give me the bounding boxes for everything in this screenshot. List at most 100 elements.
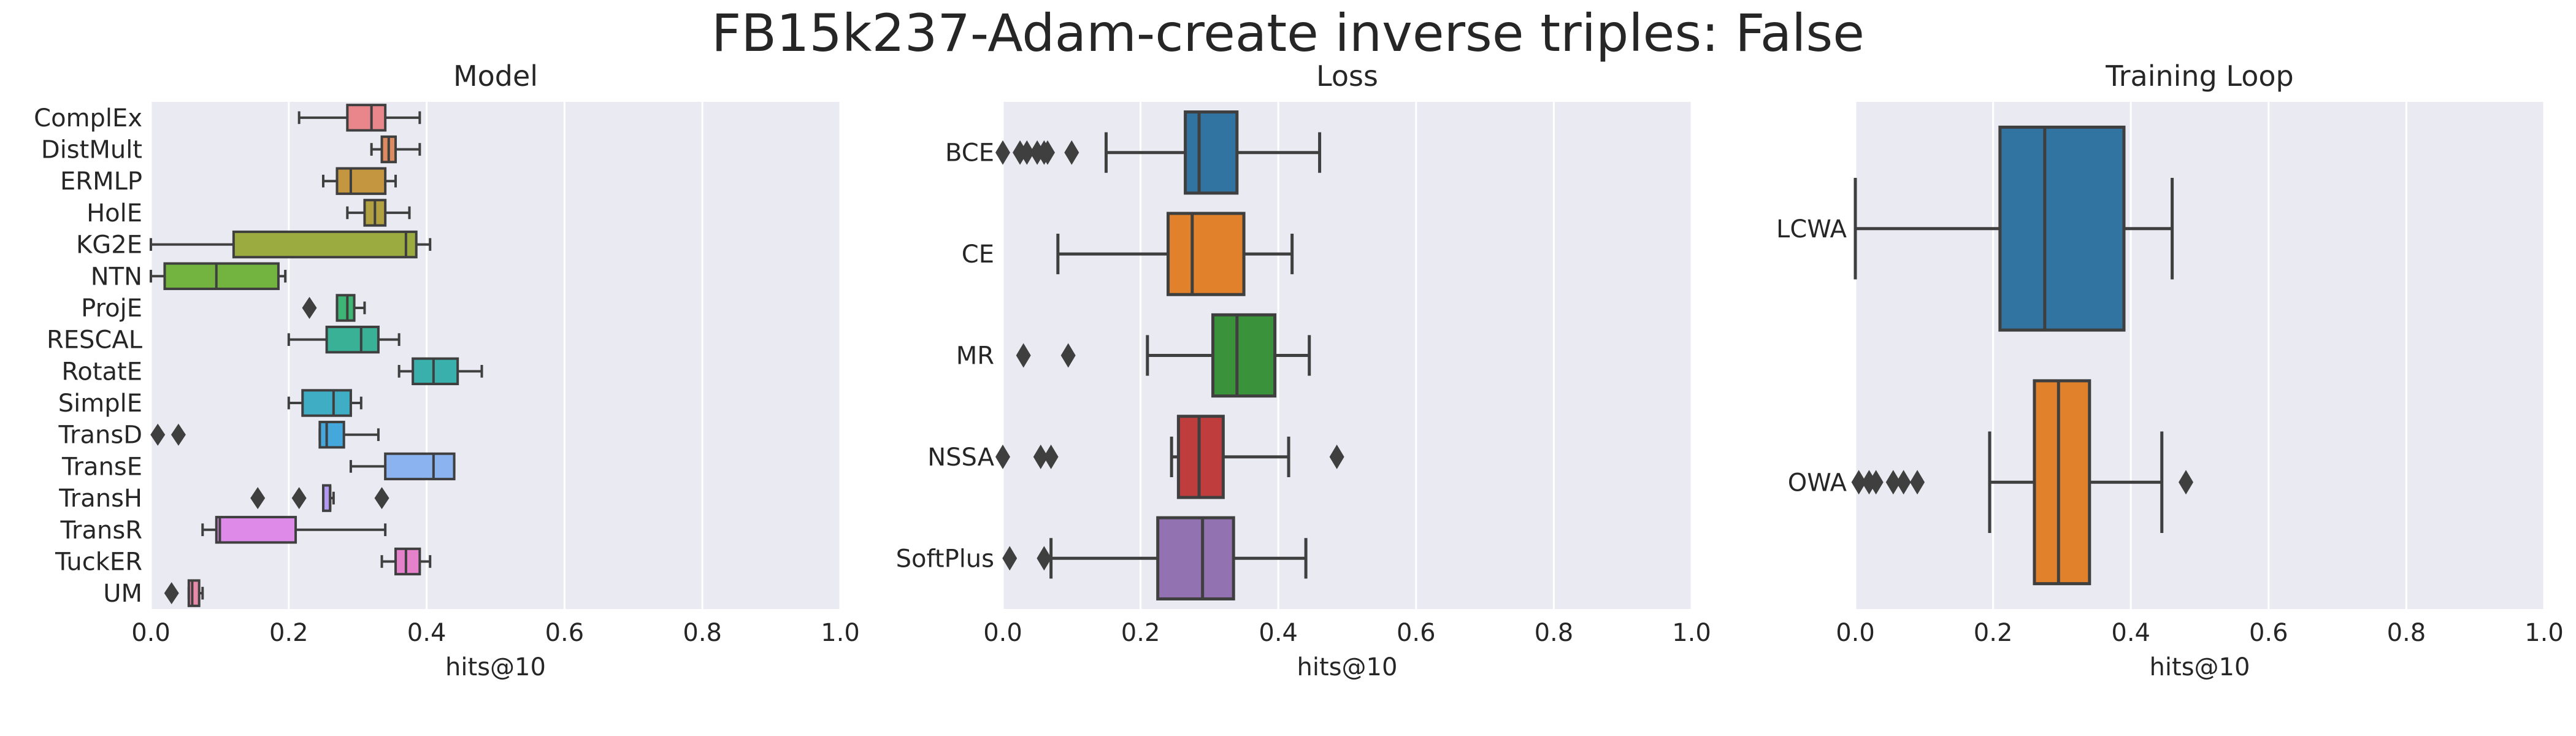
y-tick-label: OWA — [1788, 469, 1847, 497]
outlier-point — [1868, 470, 1884, 495]
outlier-point — [1037, 546, 1052, 571]
iqr-box — [394, 547, 421, 576]
y-tick-label: ERMLP — [60, 167, 142, 196]
panel-model: 0.0 0.2 0.4 0.6 0.8 1.0 Model hits@10 ComplEx Dis… — [34, 59, 860, 681]
outlier-point — [1019, 140, 1035, 165]
iqr-box — [2033, 379, 2091, 586]
y-tick-label: SimplE — [58, 389, 142, 418]
panel-loss: 0.0 0.2 0.4 0.6 0.8 1.0 Loss hits@10 BCE CE MR NSSA… — [896, 59, 1711, 681]
x-tick-label: 0.6 — [2249, 619, 2288, 647]
box-nssa: NSSA — [927, 415, 1344, 499]
outlier-point — [374, 487, 389, 510]
y-tick-label: UM — [103, 580, 142, 608]
iqr-box — [335, 294, 356, 322]
plot-background — [1855, 102, 2544, 609]
x-tick-label: 1.0 — [1672, 619, 1711, 647]
y-tick-label: KG2E — [76, 231, 142, 259]
outlier-point — [1896, 470, 1911, 495]
x-tick-label: 0.8 — [683, 619, 722, 647]
outlier-point — [1043, 444, 1059, 469]
y-tick-label: TuckER — [55, 548, 142, 576]
outlier-point — [250, 487, 266, 510]
x-tick-label: 0.0 — [131, 619, 171, 647]
y-tick-label: BCE — [945, 139, 994, 167]
panel-title: Model — [453, 59, 538, 93]
x-tick-label: 0.6 — [1397, 619, 1436, 647]
x-tick-label: 0.2 — [269, 619, 309, 647]
box-transr: TransR — [60, 516, 387, 545]
y-tick-label: RESCAL — [47, 326, 143, 355]
y-tick-label: NTN — [91, 263, 142, 291]
outlier-point — [164, 582, 179, 605]
x-tick-label: 0.4 — [407, 619, 447, 647]
box-lcwa: LCWA — [1776, 125, 2174, 332]
iqr-box — [1167, 212, 1246, 296]
y-tick-label: TransR — [60, 516, 143, 545]
x-tick-label: 0.8 — [1535, 619, 1574, 647]
iqr-box — [1998, 125, 2126, 332]
x-tick-label: 0.2 — [1121, 619, 1160, 647]
iqr-box — [325, 325, 380, 354]
iqr-box — [187, 579, 201, 607]
iqr-box — [412, 357, 459, 386]
x-tick-label: 0.0 — [983, 619, 1022, 647]
outlier-point — [291, 487, 307, 510]
outlier-point — [1851, 470, 1866, 495]
x-tick-label: 0.4 — [1259, 619, 1298, 647]
panel-training-loop: 0.0 0.2 0.4 0.6 0.8 1.0 Training Loop hits@10 LC… — [1776, 59, 2564, 681]
box-softplus: SoftPlus — [896, 516, 1308, 600]
iqr-box — [1211, 313, 1277, 398]
y-tick-label: LCWA — [1776, 215, 1847, 243]
x-axis-label: hits@10 — [445, 653, 546, 681]
outlier-point — [1060, 343, 1076, 368]
y-tick-label: TransE — [61, 453, 142, 481]
box-distmult: DistMult — [41, 135, 421, 164]
x-tick-label: 0.6 — [545, 619, 585, 647]
outlier-point — [995, 444, 1010, 469]
y-tick-label: TransH — [58, 485, 142, 513]
box-um: UM — [103, 579, 204, 608]
box-transh: TransH — [58, 484, 389, 513]
outlier-point — [171, 423, 186, 446]
outlier-point — [302, 296, 317, 319]
x-tick-label: 1.0 — [821, 619, 860, 647]
box-ntn: NTN — [91, 262, 287, 291]
x-tick-label: 1.0 — [2524, 619, 2564, 647]
iqr-box — [232, 230, 418, 259]
y-tick-label: SoftPlus — [896, 545, 994, 573]
y-tick-label: TransD — [58, 421, 142, 450]
outlier-point — [1064, 140, 1079, 165]
y-tick-label: ComplEx — [34, 104, 142, 132]
iqr-box — [384, 452, 456, 481]
outlier-point — [1016, 343, 1031, 368]
outlier-point — [2179, 470, 2194, 495]
x-axis-label: hits@10 — [2150, 653, 2250, 681]
iqr-box — [1176, 415, 1225, 499]
panel-title: Loss — [1316, 59, 1378, 93]
y-tick-label: HolE — [86, 199, 142, 228]
box-tucker: TuckER — [55, 547, 432, 576]
box-rescal: RESCAL — [47, 325, 401, 355]
y-tick-label: NSSA — [927, 443, 994, 472]
box-transe: TransE — [61, 452, 456, 481]
iqr-box — [1184, 110, 1239, 195]
plot-background — [1003, 102, 1692, 609]
iqr-box — [1156, 516, 1235, 600]
box-proje: ProjE — [81, 294, 366, 323]
box-hole: HolE — [86, 199, 411, 228]
x-axis-label: hits@10 — [1297, 653, 1398, 681]
box-owa: OWA — [1788, 379, 2194, 586]
box-rotate: RotatE — [61, 357, 483, 386]
y-tick-label: MR — [956, 342, 994, 370]
outlier-point — [150, 423, 166, 446]
x-tick-label: 0.8 — [2387, 619, 2426, 647]
y-tick-label: RotatE — [61, 358, 142, 386]
outlier-point — [1885, 470, 1901, 495]
y-tick-label: ProjE — [81, 294, 142, 323]
y-tick-label: DistMult — [41, 136, 142, 164]
outlier-point — [1040, 140, 1055, 165]
box-ermlp: ERMLP — [60, 167, 397, 196]
outlier-point — [1033, 444, 1048, 469]
figure-title: FB15k237-Adam-create inverse triples: Fa… — [711, 3, 1865, 63]
